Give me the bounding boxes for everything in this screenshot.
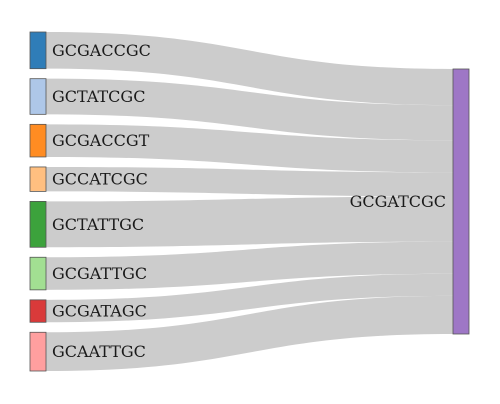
source-node-gcaattgc xyxy=(29,331,47,372)
source-nodes xyxy=(29,31,47,372)
target-node xyxy=(452,68,470,335)
source-node-gctatcgc xyxy=(29,78,47,115)
source-label-gctatcgc: GCTATCGC xyxy=(52,87,145,106)
source-label-gcgatagc: GCGATAGC xyxy=(52,302,147,321)
source-node-gcgatagc xyxy=(29,299,47,323)
source-label-gccatcgc: GCCATCGC xyxy=(52,170,148,189)
source-label-gcgaccgc: GCGACCGC xyxy=(52,41,151,60)
source-node-gccatcgc xyxy=(29,166,47,192)
flow-links xyxy=(46,32,453,371)
source-label-gcgattgc: GCGATTGC xyxy=(52,264,147,283)
source-node-gcgaccgt xyxy=(29,123,47,158)
flow-link-gctatcgc xyxy=(46,78,453,141)
source-node-gcgattgc xyxy=(29,256,47,291)
flow-link-gcgaccgt xyxy=(46,124,453,173)
source-label-gcaattgc: GCAATTGC xyxy=(52,342,146,361)
flow-link-gcgattgc xyxy=(46,241,453,290)
flow-link-gcgatagc xyxy=(46,273,453,323)
flow-link-gcgaccgc xyxy=(46,32,453,106)
flow-link-gctattgc xyxy=(46,196,453,248)
flow-link-gcaattgc xyxy=(46,295,453,371)
target-node-label: GCGATCGC xyxy=(350,192,446,211)
source-label-gctattgc: GCTATTGC xyxy=(52,215,144,234)
source-node-gcgaccgc xyxy=(29,31,47,70)
source-label-gcgaccgt: GCGACCGT xyxy=(52,131,150,150)
node-labels: GCGACCGC GCTATCGC GCGACCGT GCCATCGC GCTATTGC… xyxy=(52,41,151,361)
flow-link-gccatcgc xyxy=(46,166,453,197)
source-node-gctattgc xyxy=(29,201,47,248)
